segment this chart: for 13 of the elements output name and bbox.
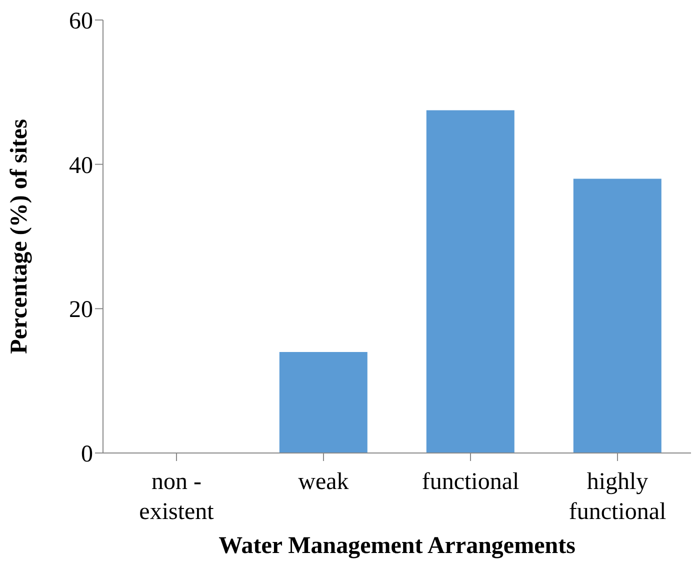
bar	[426, 110, 514, 453]
y-tick-label: 60	[69, 8, 93, 35]
x-axis-title: Water Management Arrangements	[218, 533, 576, 559]
x-tick-label: weak	[298, 469, 349, 495]
y-tick-label: 40	[69, 152, 93, 179]
x-tick-label: non - existent	[139, 469, 214, 525]
y-tick-label: 0	[81, 442, 93, 468]
x-tick-label: highly functional	[568, 469, 666, 525]
bar	[279, 352, 368, 453]
y-axis-title: Percentage (%) of sites	[6, 119, 33, 354]
x-tick-label: functional	[422, 469, 520, 495]
bar	[573, 178, 662, 453]
y-tick-label: 20	[69, 297, 93, 324]
